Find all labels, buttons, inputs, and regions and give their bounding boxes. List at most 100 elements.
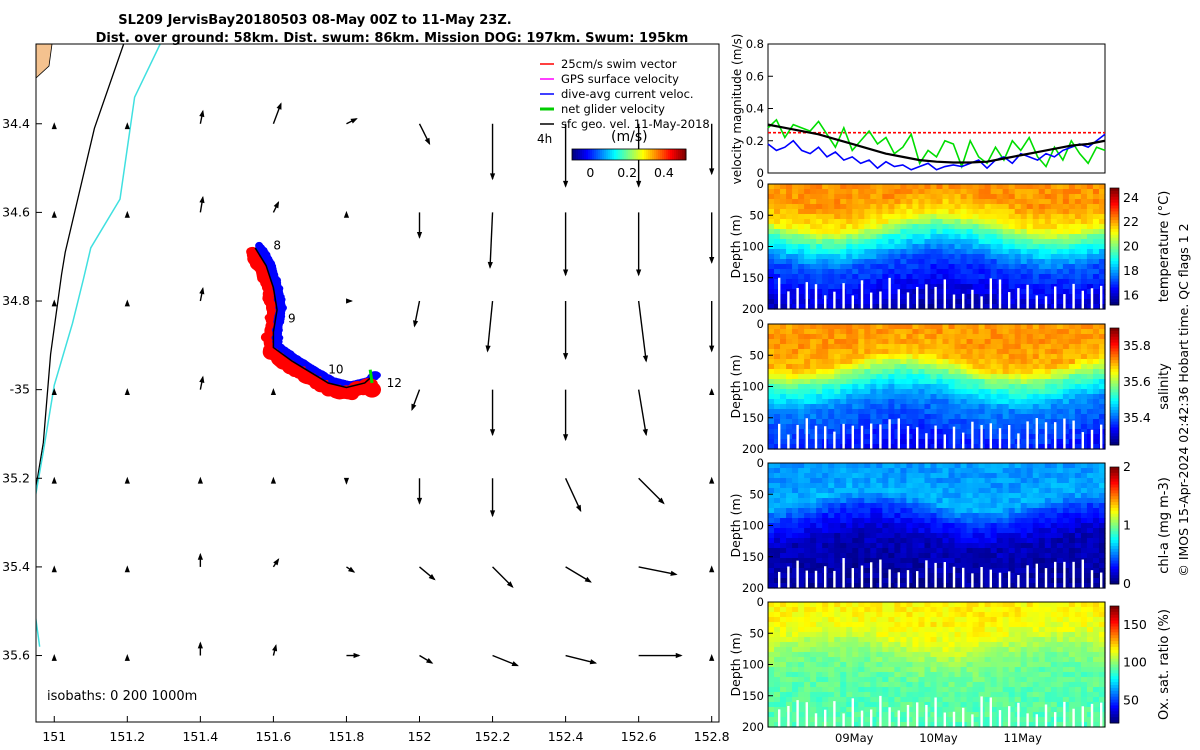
section-cell [948, 429, 956, 435]
section-cell [876, 269, 883, 275]
section-cell [1062, 364, 1070, 370]
section-cell [846, 399, 853, 405]
section-cell [1020, 234, 1028, 240]
section-cell [984, 493, 992, 499]
section-cell [936, 578, 944, 584]
section-cell [930, 468, 938, 474]
section-cell [1008, 528, 1016, 534]
section-cell [978, 279, 986, 285]
section-cell [810, 578, 817, 584]
section-cell [882, 234, 889, 240]
section-cell [1002, 578, 1010, 584]
section-cell [942, 483, 950, 489]
geo-vector-head [562, 434, 569, 442]
section-cell [906, 209, 914, 215]
section-cell [984, 194, 992, 200]
section-cell [774, 204, 781, 210]
section-cell [1068, 259, 1076, 265]
geo-vector-head [51, 388, 57, 396]
section-cell [876, 478, 883, 484]
section-cell [870, 573, 877, 579]
section-cell [804, 528, 811, 534]
section-cell [1020, 498, 1028, 504]
section-cell [954, 324, 962, 330]
section-cell [1062, 234, 1070, 240]
section-cell [1032, 463, 1040, 469]
section-cell [792, 269, 799, 275]
section-cell [960, 488, 968, 494]
section-cell [792, 224, 799, 230]
section-cell [846, 204, 853, 210]
section-cell [768, 677, 775, 683]
section-cell [912, 483, 920, 489]
section-cell [996, 548, 1004, 554]
section-cell [1002, 439, 1010, 445]
section-cell [858, 199, 865, 205]
section-cell [1032, 528, 1040, 534]
section-cell [1062, 488, 1070, 494]
section-cell [966, 354, 974, 360]
section-gap [1035, 295, 1038, 309]
section-gap [805, 282, 808, 309]
section-cell [858, 359, 865, 365]
section-cell [960, 399, 968, 405]
section-cell [840, 359, 847, 365]
section-cell [894, 334, 901, 340]
section-cell [804, 359, 811, 365]
section-cell [1038, 194, 1046, 200]
colorbar-cell [576, 149, 579, 160]
section-cell [936, 259, 944, 265]
section-cell [984, 264, 992, 270]
section-cell [984, 399, 992, 405]
section-cell [966, 434, 974, 440]
section-cell [792, 234, 799, 240]
section-gap [989, 423, 992, 449]
section-cell [810, 274, 817, 280]
section-cell [786, 344, 793, 350]
track-day-label: 12 [387, 376, 402, 390]
section-cell [954, 563, 962, 569]
section-cell [894, 553, 901, 559]
section-cell [1062, 209, 1070, 215]
section-cell [930, 414, 938, 420]
section-cell [1080, 214, 1088, 220]
section-cell [942, 394, 950, 400]
section-cell [870, 329, 877, 335]
section-cell [1032, 543, 1040, 549]
section-cell [972, 463, 980, 469]
section-cell [858, 204, 865, 210]
section-cell [966, 259, 974, 265]
section-cell [1074, 429, 1082, 435]
section-cell [846, 439, 853, 445]
section-cell [1026, 344, 1034, 350]
section-cell [960, 429, 968, 435]
section-cell [888, 488, 895, 494]
section-cell [906, 399, 914, 405]
colorbar-cell [610, 149, 613, 160]
section-cell [858, 354, 865, 360]
section-cell [876, 483, 883, 489]
section-cell [942, 473, 950, 479]
section-cell [798, 234, 805, 240]
section-cell [816, 339, 823, 345]
colorbar-cell [654, 149, 657, 160]
section-cell [1080, 354, 1088, 360]
section-cell [936, 434, 944, 440]
section-cell [852, 409, 859, 415]
section-cell [960, 209, 968, 215]
section-colorbar-cell [1110, 345, 1119, 349]
section-cell [900, 568, 908, 574]
section-cell [792, 264, 799, 270]
section-cell [774, 269, 781, 275]
section-y-label: Depth (m) [728, 215, 743, 279]
section-cell [1086, 543, 1094, 549]
section-cell [966, 419, 974, 425]
section-cell [786, 254, 793, 260]
section-cell [1086, 379, 1094, 385]
section-cell [948, 339, 956, 345]
section-cell [1074, 404, 1082, 410]
section-cell [852, 374, 859, 380]
section-cell [990, 528, 998, 534]
section-cell [780, 299, 787, 305]
